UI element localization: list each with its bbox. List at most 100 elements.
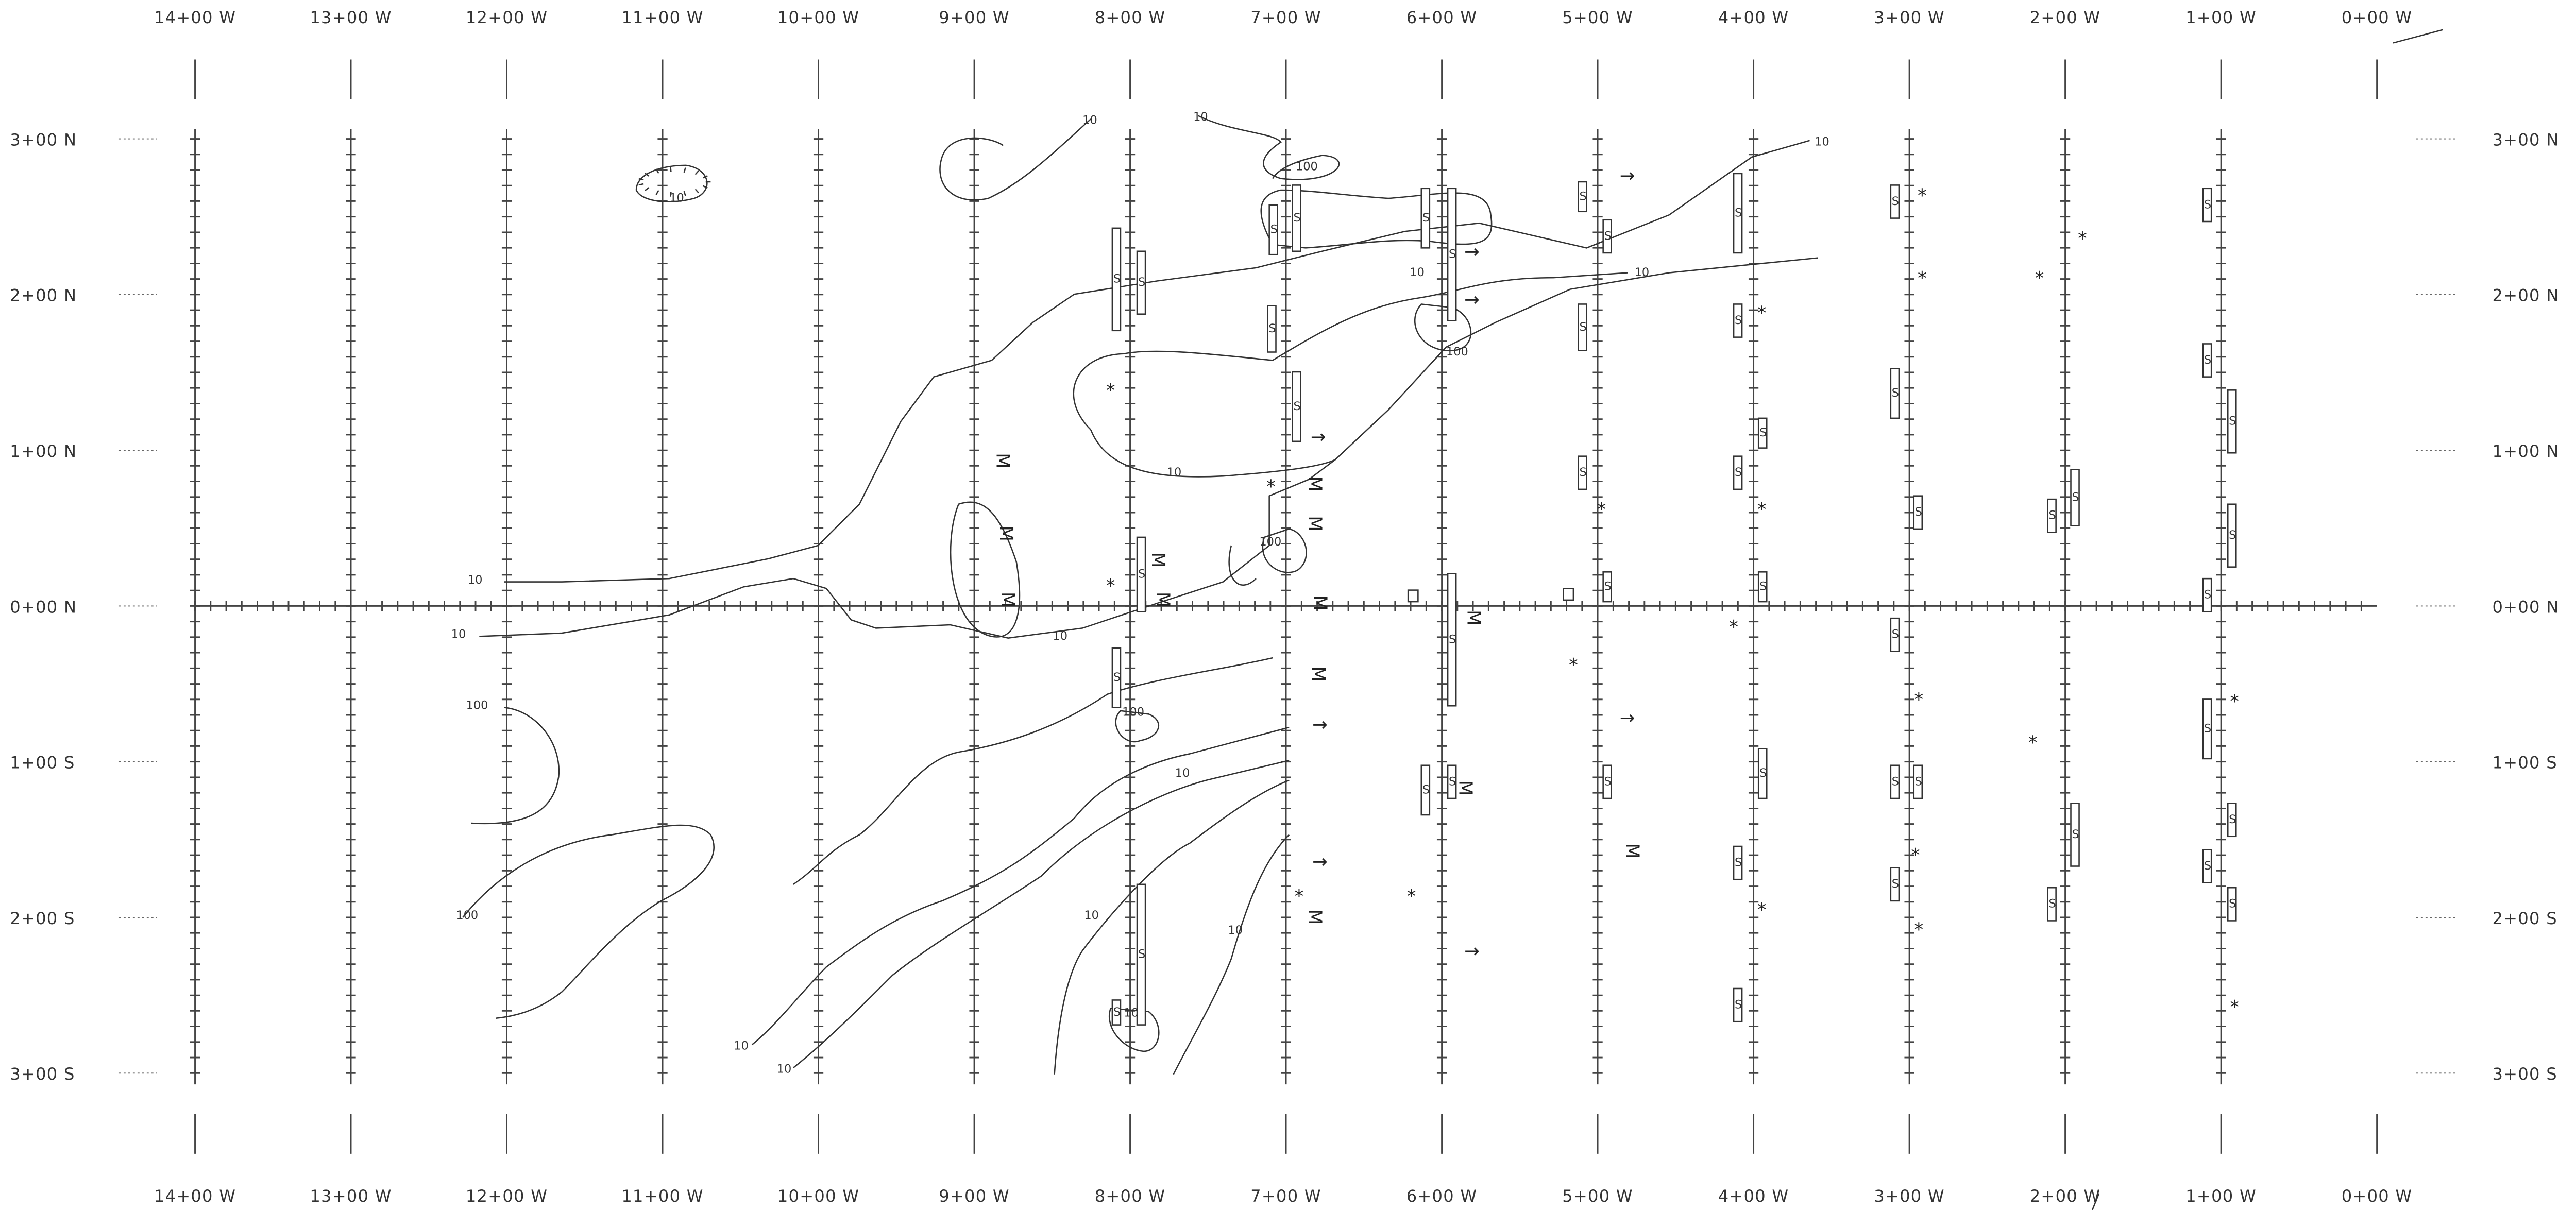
anomaly-marker: S: [1735, 206, 1742, 219]
hachure-tick: [694, 189, 699, 194]
anomaly-bar: [1913, 764, 1923, 799]
contour-line: [1115, 710, 1159, 742]
anomaly-marker: S: [1579, 190, 1586, 203]
contour-line: [793, 657, 1273, 885]
star-marker: *: [2230, 997, 2239, 1018]
anomaly-marker: S: [1915, 775, 1922, 788]
anomaly-marker: S: [2229, 897, 2236, 911]
anomaly-bar: [2202, 698, 2212, 760]
anomaly-marker: S: [2204, 588, 2211, 602]
anomaly-bar: [1733, 303, 1743, 338]
contour-line: [1109, 1008, 1160, 1052]
star-marker: *: [1911, 845, 1920, 866]
contour-line: [2092, 1193, 2100, 1210]
star-marker: *: [1266, 476, 1276, 497]
anomaly-bar: [2202, 577, 2212, 612]
star-marker: *: [1729, 617, 1738, 638]
top-easting-label: 9+00 W: [939, 8, 1010, 27]
hachure-tick: [670, 192, 672, 197]
right-northing-label: 3+00 S: [2493, 1064, 2557, 1084]
magnetic-marker: M: [995, 525, 1016, 541]
contour-line: [1262, 528, 1307, 573]
anomaly-marker: S: [2204, 198, 2211, 211]
contour-value-label: 10: [1175, 766, 1190, 780]
anomaly-marker: S: [1113, 1006, 1121, 1019]
anomaly-marker: S: [1579, 320, 1586, 334]
bottom-easting-label: 1+00 W: [2185, 1186, 2257, 1206]
contour-value-label: 100: [1446, 345, 1468, 359]
right-northing-label: 3+00 N: [2493, 130, 2560, 149]
left-northing-label: 2+00 S: [10, 909, 75, 928]
anomaly-bar: [2202, 343, 2212, 378]
left-northing-label: 1+00 N: [10, 441, 77, 461]
star-marker: *: [2230, 691, 2239, 712]
anomaly-bar: [1420, 764, 1431, 816]
star-marker: *: [2035, 268, 2044, 289]
top-easting-label: 11+00 W: [621, 8, 703, 27]
contour-value-label: 10: [1815, 135, 1829, 148]
bottom-easting-label: 7+00 W: [1250, 1186, 1321, 1206]
anomaly-marker: S: [1113, 272, 1121, 286]
hachure-tick: [638, 178, 644, 181]
star-marker: *: [1757, 899, 1767, 921]
magnetic-marker: M: [1455, 780, 1476, 796]
top-easting-label: 3+00 W: [1874, 8, 1945, 27]
top-easting-label: 2+00 W: [2030, 8, 2101, 27]
contour-value-label: 10: [1167, 466, 1182, 479]
anomaly-bar: [1890, 764, 1900, 799]
bottom-easting-label: 12+00 W: [466, 1186, 548, 1206]
top-easting-label: 7+00 W: [1250, 8, 1321, 27]
anomaly-marker: S: [1892, 195, 1899, 208]
anomaly-marker: S: [2204, 353, 2211, 367]
arrow-marker: →: [1464, 289, 1480, 311]
anomaly-bar: [1602, 764, 1612, 799]
anomaly-marker: S: [2049, 897, 2056, 911]
anomaly-bar: [1890, 617, 1900, 652]
anomaly-marker: S: [1759, 766, 1767, 780]
anomaly-marker: S: [1892, 386, 1899, 400]
anomaly-marker: S: [1759, 426, 1767, 439]
bottom-axis-labels: 14+00 W 13+00 W 12+00 W 11+00 W 10+00 W 9+00 …: [154, 1186, 2412, 1206]
anomaly-bar: [1136, 250, 1146, 315]
anomaly-marker: S: [1735, 998, 1742, 1011]
star-marker: *: [2078, 228, 2087, 249]
left-northing-label: 0+00 N: [10, 597, 77, 617]
contour-value-label: 100: [1259, 535, 1281, 549]
anomaly-marker: S: [1759, 580, 1767, 593]
arrow-marker: →: [1464, 941, 1480, 962]
contour-value-label: 10: [468, 573, 483, 587]
bottom-easting-label: 4+00 W: [1718, 1186, 1789, 1206]
anomaly-bar: [2070, 803, 2080, 867]
anomaly-marker: S: [1892, 877, 1899, 891]
contour-line: [1073, 272, 1628, 431]
top-easting-label: 6+00 W: [1406, 8, 1478, 27]
anomaly-marker: S: [1579, 466, 1586, 479]
star-marker: *: [1757, 499, 1767, 520]
anomaly-marker: S: [1113, 671, 1121, 684]
star-marker: *: [1106, 575, 1115, 597]
left-northing-label: 2+00 N: [10, 286, 77, 305]
anomaly-marker: S: [1735, 466, 1742, 479]
arrow-marker: →: [1311, 427, 1326, 448]
anomaly-marker: S: [1604, 229, 1612, 243]
bottom-easting-label: 8+00 W: [1095, 1186, 1166, 1206]
contour-value-label: 10: [777, 1063, 792, 1076]
anomaly-bar: [1757, 417, 1768, 449]
anomaly-marker: S: [1294, 400, 1301, 413]
top-easting-label: 13+00 W: [310, 8, 392, 27]
anomaly-marker: S: [2229, 529, 2236, 542]
contour-line: [1090, 429, 1336, 478]
contour-value-label: 10: [734, 1039, 749, 1053]
anomaly-bar: [1447, 573, 1457, 707]
magnetic-marker: M: [1622, 843, 1643, 859]
contour-line: [462, 824, 715, 1019]
contour-value-label: 10: [1228, 924, 1243, 937]
top-easting-label: 4+00 W: [1718, 8, 1789, 27]
star-marker: *: [1295, 886, 1304, 907]
anomaly-marker: S: [1892, 775, 1899, 788]
contour-value-label: 100: [1296, 160, 1318, 174]
anomaly-bar: [1890, 368, 1900, 419]
contour-line: [479, 257, 1818, 639]
hachure-tick: [683, 167, 686, 173]
